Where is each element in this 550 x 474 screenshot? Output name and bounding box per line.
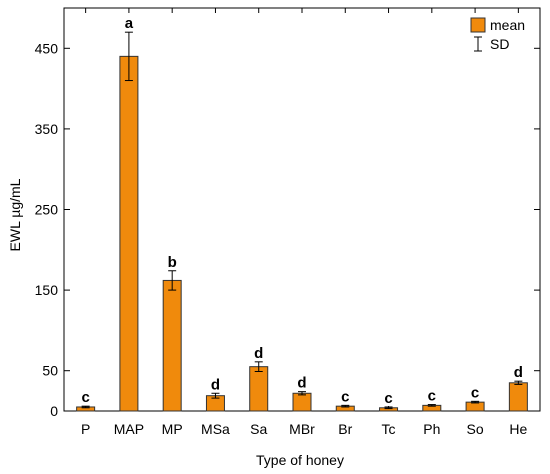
x-tick-label: MBr [289, 421, 315, 437]
legend-mean-swatch [470, 17, 486, 33]
significance-letter: b [168, 254, 177, 271]
bar [292, 392, 312, 412]
y-tick-label: 150 [35, 282, 59, 298]
significance-letter: d [254, 345, 263, 362]
x-tick-label: MP [162, 421, 183, 437]
significance-letter: d [297, 375, 306, 392]
x-tick-label: P [81, 421, 90, 437]
x-tick-label: Tc [382, 421, 396, 437]
bar [162, 279, 182, 412]
significance-letter: d [514, 364, 523, 381]
bar [465, 401, 485, 412]
bars-group [76, 31, 528, 412]
significance-letter: c [341, 388, 349, 405]
x-tick-label: He [509, 421, 527, 437]
significance-letter: c [81, 389, 89, 406]
significance-letter: c [428, 388, 436, 405]
significance-letter: d [211, 376, 220, 393]
significance-letter: c [471, 384, 479, 401]
y-tick-label: 350 [35, 121, 59, 137]
y-axis-title: EWL µg/mL [7, 178, 23, 251]
significance-letter: a [125, 15, 134, 32]
y-tick-label: 50 [42, 363, 58, 379]
x-axis-title: Type of honey [256, 452, 344, 468]
significance-letter: c [384, 390, 392, 407]
legend: mean SD [470, 17, 525, 52]
bar [508, 382, 528, 412]
legend-sd-symbol [474, 36, 482, 52]
x-tick-label: MAP [114, 421, 144, 437]
x-tick-label: MSa [201, 421, 230, 437]
legend-mean-label: mean [490, 17, 525, 33]
x-tick-label: Br [338, 421, 352, 437]
labels-group: 0 50 150 250 350 450 Pc MAP a MP b MSa d Sa d MBr d Br c Tc… [35, 15, 528, 437]
bar [119, 55, 139, 412]
x-tick-label: Sa [250, 421, 267, 437]
legend-sd-label: SD [490, 36, 509, 52]
y-tick-label: 0 [50, 403, 58, 419]
x-tick-label: So [467, 421, 484, 437]
y-tick-label: 450 [35, 40, 59, 56]
y-tick-label: 250 [35, 202, 59, 218]
x-tick-label: Ph [423, 421, 440, 437]
bar [249, 366, 269, 412]
